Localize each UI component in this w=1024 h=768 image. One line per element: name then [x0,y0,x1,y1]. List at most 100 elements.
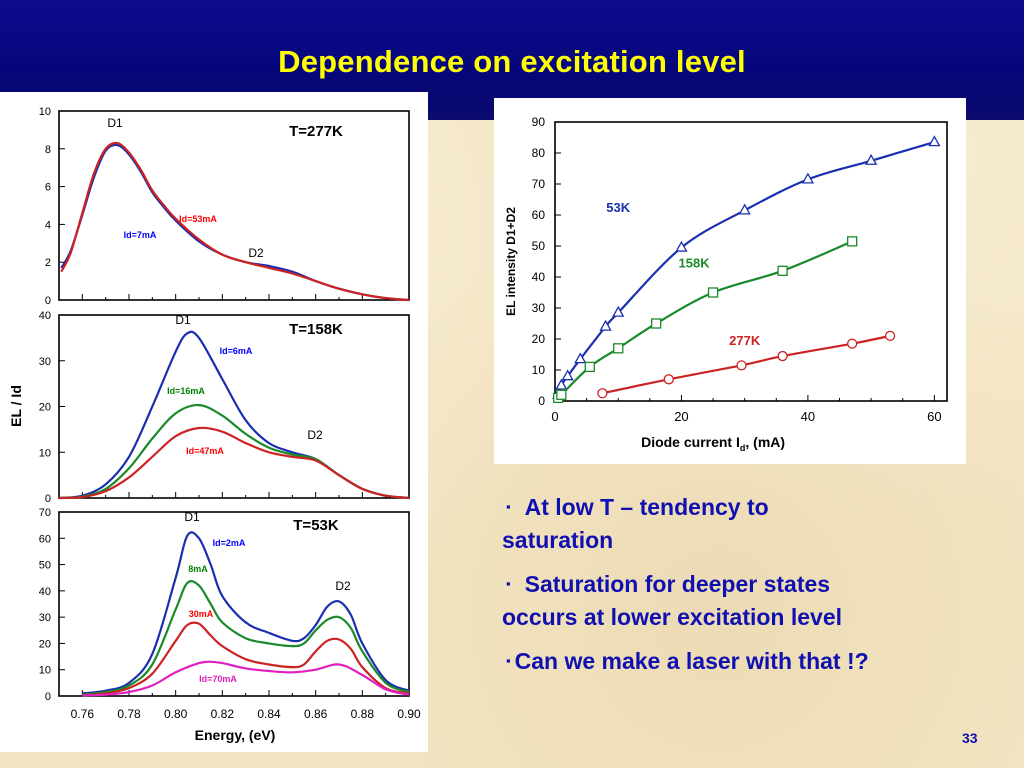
data-point [584,361,595,373]
spectra-chart: 0 2 4 6 8 10 T=277K D1 D2 Id=53mA Id=7mA 0 10 20 30 40 T… [8,106,421,743]
data-point [928,135,941,147]
annotation: Id=70mA [199,674,237,684]
intensity-chart: 0 10 20 30 40 50 60 70 80 90 0 20 40 60 Diode current … [504,115,948,453]
plot-frame [58,110,410,301]
spectra-figure: 0 2 4 6 8 10 T=277K D1 D2 Id=53mA Id=7mA 0 10 20 30 40 T… [0,92,428,752]
y-tick-label: 30 [39,356,51,368]
y-tick-label: 50 [532,239,546,253]
y-tick-label: 10 [39,447,51,459]
y-axis-label: EL / Id [8,385,24,427]
bullet-marker: ▪ [506,653,511,668]
x-tick-label: 0.84 [257,707,281,721]
data-point [777,265,788,276]
annotation: D1 [184,510,200,524]
y-tick-label: 20 [39,402,51,414]
series-line [82,580,410,696]
spectra-panel: 0 10 20 30 40 50 60 70 T=53K D1 D2 Id=2mA 8mA 30mA Id=… [39,507,421,743]
annotation: D2 [307,428,323,442]
annotation: T=277K [289,123,343,140]
plot-frame [554,121,948,402]
data-point [847,236,858,247]
y-tick-label: 30 [532,301,546,315]
y-tick-label: 8 [45,144,51,156]
annotation: D2 [335,579,351,593]
data-point [599,319,612,331]
series-label: 53K [606,200,630,215]
y-tick-label: 50 [39,560,51,572]
data-point [651,318,662,329]
series-line [60,143,410,302]
plot-frame [58,314,410,499]
annotation: 8mA [188,564,208,574]
data-point [613,343,624,354]
bullet-item: ▪ Saturation for deeper states occurs at … [502,567,982,634]
bullet-marker: ▪ [506,499,511,514]
y-tick-label: 40 [39,586,51,598]
y-tick-label: 60 [39,533,51,545]
y-tick-label: 90 [532,115,546,129]
annotation: T=158K [289,321,343,338]
data-point [884,330,896,342]
bullet-text: Saturation for deeper states [524,571,831,597]
series-label: 277K [729,333,761,348]
x-tick-label: 0.80 [164,707,188,721]
y-tick-label: 60 [532,208,546,222]
bullet-text: occurs at lower excitation level [502,604,843,630]
page-number: 33 [962,730,978,746]
x-tick-label: 0.88 [351,707,375,721]
data-point [556,389,567,400]
data-point [612,305,625,317]
data-point [777,350,788,362]
intensity-plot: 0 10 20 30 40 50 60 70 80 90 0 20 40 60 Diode current … [504,115,948,453]
y-tick-label: 20 [532,332,546,346]
bullet-text: saturation [502,527,614,553]
x-tick-label: 0.78 [117,707,141,721]
series-line [58,426,410,500]
bullet-text: Can we make a laser with that !? [514,648,869,674]
intensity-figure: 0 10 20 30 40 50 60 70 80 90 0 20 40 60 Diode current … [494,98,966,464]
series-label: 158K [679,256,711,271]
y-tick-label: 30 [39,612,51,624]
data-point [736,360,747,371]
annotation: Id=6mA [220,346,253,356]
x-tick-label: 0 [551,409,558,424]
data-point [801,172,815,184]
bullet-list: ▪ At low T – tendency to saturation ▪ Satu… [502,490,982,688]
data-point [847,338,858,349]
annotation: D1 [107,116,123,130]
data-point [555,378,568,390]
x-tick-label: 0.86 [304,707,328,721]
bullet-item: ▪ Can we make a laser with that !? [502,644,982,678]
x-tick-label: 0.82 [211,707,235,721]
x-axis-label: Diode current Id, (mA) [641,434,785,453]
x-tick-label: 20 [674,409,688,424]
annotation: D1 [175,313,191,327]
data-point [597,388,608,399]
y-tick-label: 70 [532,177,546,191]
series-line [58,403,410,500]
annotation: Id=53mA [179,214,217,224]
data-point [574,352,587,364]
bullet-item: ▪ At low T – tendency to saturation [502,490,982,557]
spectra-panel: 0 10 20 30 40 T=158K D1 D2 Id=6mA Id=16mA Id=47mA E… [8,310,410,505]
series-line [82,660,410,697]
bullet-text: At low T – tendency to [524,494,769,520]
y-tick-label: 0 [538,394,545,408]
y-tick-label: 0 [45,295,51,307]
data-point [663,374,674,385]
data-point [561,369,574,381]
spectra-panel: 0 2 4 6 8 10 T=277K D1 D2 Id=53mA Id=7mA [39,106,410,307]
plot-frame [58,511,410,697]
annotation: T=53K [293,517,339,534]
annotation: D2 [248,246,264,260]
y-tick-label: 70 [39,507,51,519]
y-tick-label: 80 [532,146,546,160]
y-tick-label: 40 [39,310,51,322]
y-tick-label: 0 [45,691,51,703]
annotation: Id=2mA [213,538,246,548]
series-line [58,330,410,500]
data-point [675,240,688,252]
y-tick-label: 10 [39,665,51,677]
x-tick-label: 0.90 [397,707,421,721]
slide-title: Dependence on excitation level [278,44,746,79]
